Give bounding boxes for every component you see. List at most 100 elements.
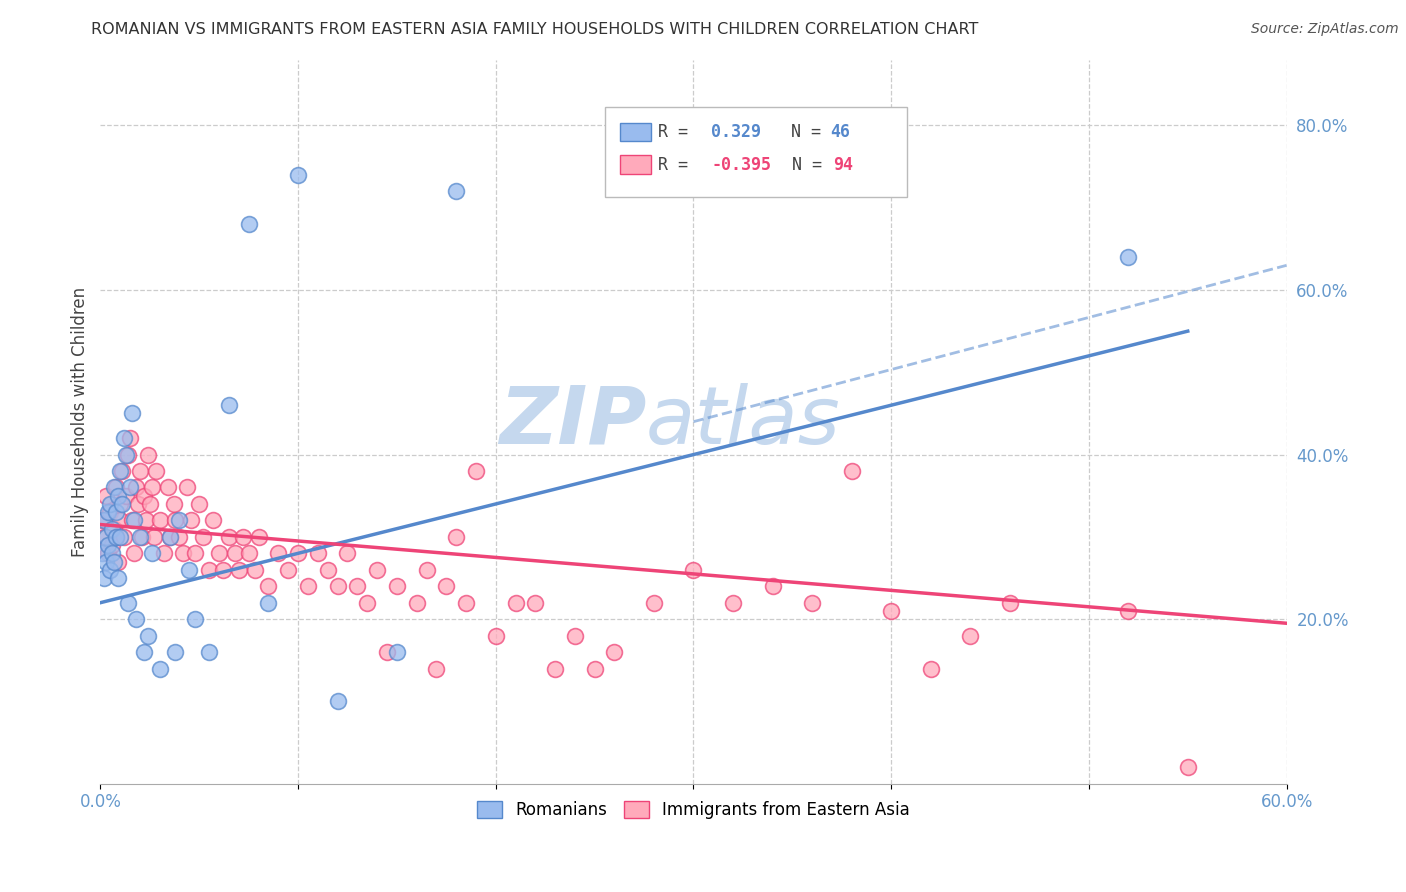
Point [277, 563, 299, 577]
Point [801, 596, 824, 610]
Point [485, 629, 508, 643]
Point [101, 522, 124, 536]
Point [583, 661, 606, 675]
Point [93, 530, 115, 544]
Point [165, 645, 187, 659]
Point [169, 530, 191, 544]
Point [121, 513, 143, 527]
Point [179, 563, 201, 577]
Point [721, 596, 744, 610]
Point [243, 563, 266, 577]
Point [188, 497, 211, 511]
Point [98, 563, 121, 577]
Point [127, 497, 149, 511]
Point [132, 489, 155, 503]
Point [132, 645, 155, 659]
Point [218, 398, 240, 412]
Legend: Romanians, Immigrants from Eastern Asia: Romanians, Immigrants from Eastern Asia [471, 795, 917, 826]
Text: R =: R = [658, 155, 697, 174]
Point [257, 579, 280, 593]
Point [131, 530, 153, 544]
Point [115, 489, 138, 503]
Point [336, 546, 359, 560]
Text: N =: N = [783, 155, 832, 174]
Text: ZIP: ZIP [499, 383, 645, 460]
Point [141, 546, 163, 560]
Point [425, 661, 447, 675]
Point [998, 596, 1021, 610]
Point [1118, 250, 1140, 264]
Point [316, 563, 339, 577]
Point [135, 513, 157, 527]
Point [307, 546, 329, 560]
Text: -0.395: -0.395 [711, 155, 772, 174]
Point [128, 530, 150, 544]
Point [122, 546, 145, 560]
Point [267, 546, 290, 560]
Point [564, 629, 586, 643]
Point [169, 513, 191, 527]
Point [149, 513, 172, 527]
Point [111, 497, 134, 511]
Point [682, 563, 704, 577]
Text: Source: ZipAtlas.com: Source: ZipAtlas.com [1251, 22, 1399, 37]
Point [326, 694, 349, 708]
Point [172, 546, 194, 560]
Point [366, 563, 388, 577]
Point [434, 579, 457, 593]
Point [198, 563, 221, 577]
Point [1118, 604, 1140, 618]
FancyBboxPatch shape [620, 122, 651, 142]
Point [128, 464, 150, 478]
Point [505, 596, 527, 610]
Point [444, 184, 467, 198]
Point [142, 530, 165, 544]
Point [257, 596, 280, 610]
Point [176, 481, 198, 495]
Point [121, 406, 143, 420]
Point [385, 579, 408, 593]
Text: atlas: atlas [645, 383, 841, 460]
Point [238, 546, 260, 560]
Point [643, 596, 665, 610]
Point [287, 168, 309, 182]
Point [159, 530, 181, 544]
Point [98, 505, 121, 519]
Point [544, 661, 567, 675]
Point [107, 489, 129, 503]
Point [162, 497, 184, 511]
Point [139, 497, 162, 511]
Point [247, 530, 270, 544]
Point [91, 513, 114, 527]
Point [145, 464, 167, 478]
Point [959, 629, 981, 643]
Point [920, 661, 942, 675]
Point [105, 530, 128, 544]
Point [105, 481, 128, 495]
Point [524, 596, 547, 610]
Point [184, 612, 207, 626]
Point [107, 555, 129, 569]
Point [405, 596, 427, 610]
Point [141, 481, 163, 495]
Point [287, 546, 309, 560]
Point [103, 555, 125, 569]
Point [212, 563, 235, 577]
Point [152, 546, 174, 560]
Point [101, 546, 124, 560]
Point [228, 563, 250, 577]
Point [165, 513, 187, 527]
Point [456, 596, 478, 610]
Point [841, 464, 863, 478]
Point [149, 661, 172, 675]
Point [208, 546, 231, 560]
Point [105, 530, 128, 544]
Y-axis label: Family Households with Children: Family Households with Children [72, 286, 89, 557]
Point [118, 481, 141, 495]
Point [97, 505, 120, 519]
Point [108, 464, 131, 478]
Text: R =: R = [658, 123, 697, 141]
Point [415, 563, 437, 577]
Point [115, 448, 138, 462]
Point [375, 645, 398, 659]
